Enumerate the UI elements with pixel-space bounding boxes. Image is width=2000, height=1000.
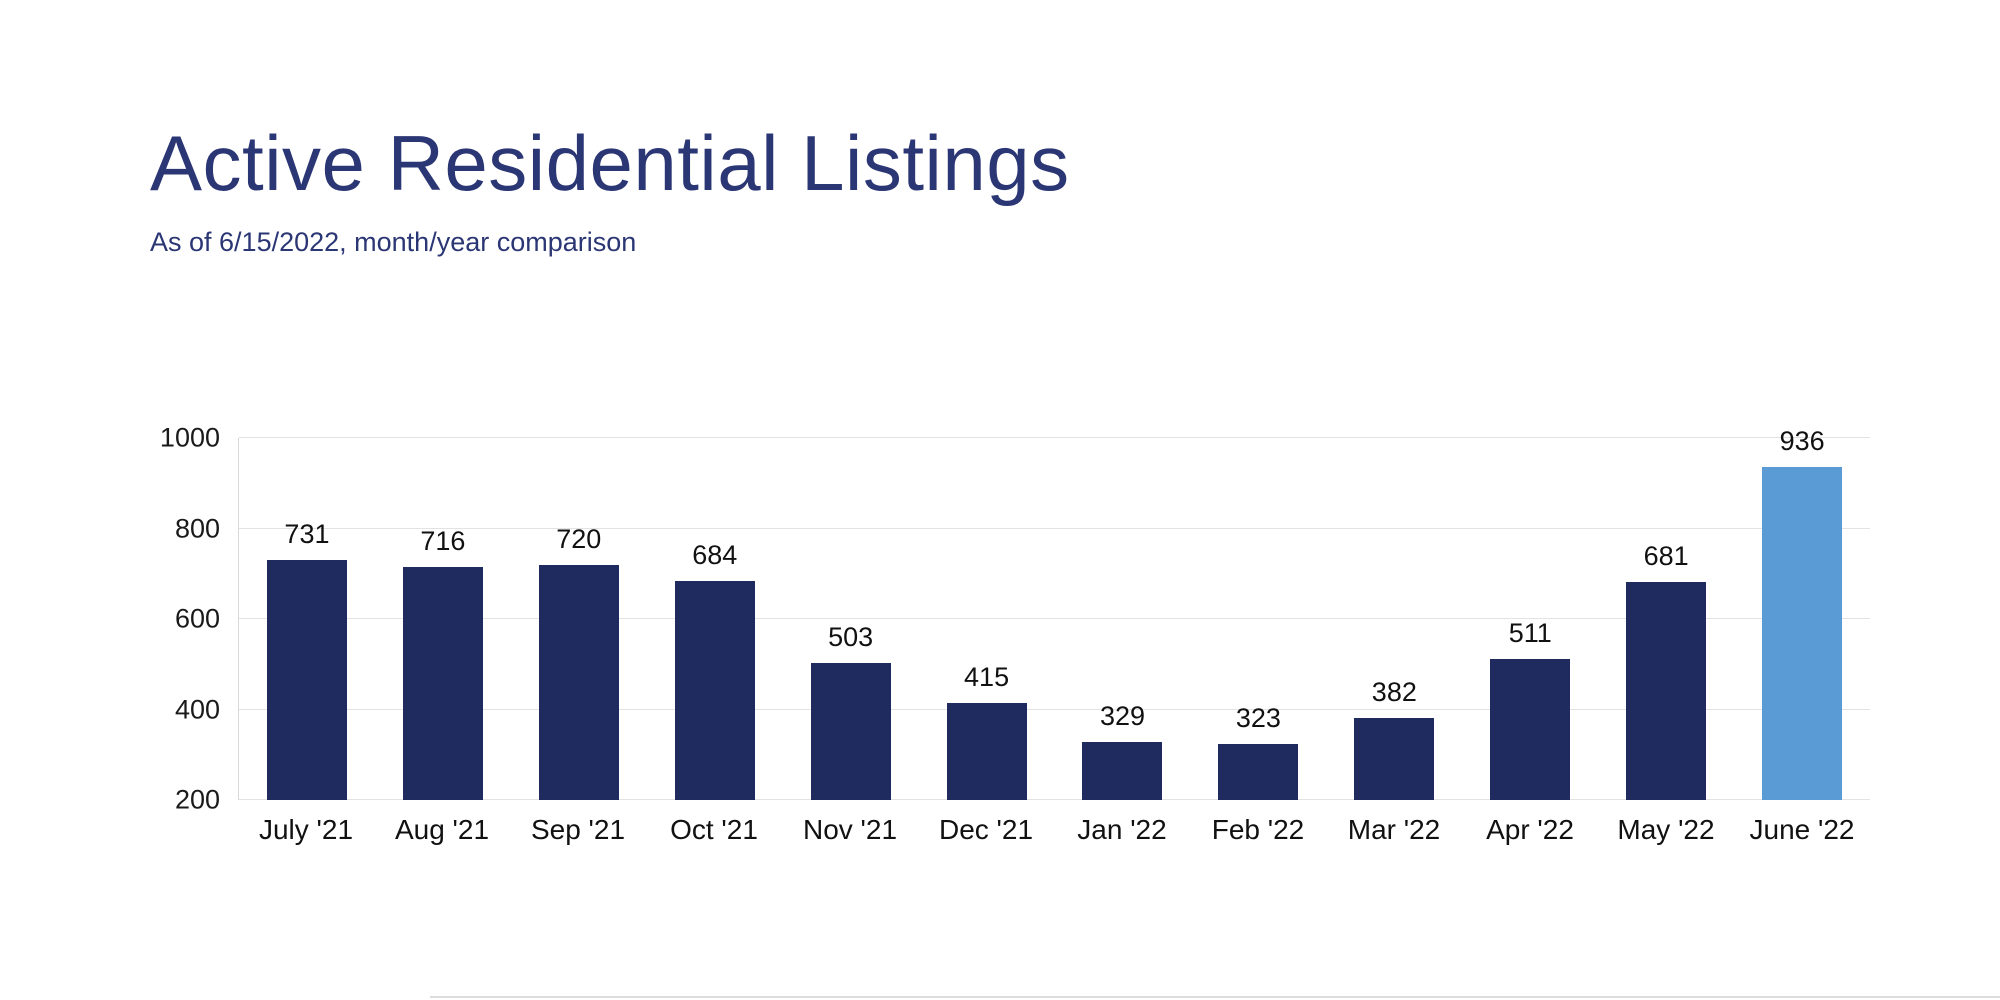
bar-value-label: 415 (964, 661, 1010, 692)
y-tick-label: 400 (174, 694, 220, 724)
x-tick-label: July '21 (258, 814, 354, 845)
bar (538, 564, 619, 800)
bar-slot: 936 (1734, 427, 1870, 800)
bar-slot: 684 (647, 438, 783, 800)
bar (810, 662, 891, 800)
bar-value-label: 731 (284, 518, 330, 549)
x-tick-label: May '22 (1617, 814, 1715, 845)
bar (1626, 582, 1707, 800)
bar-value-label: 936 (1779, 425, 1825, 456)
bar (1490, 659, 1571, 800)
bar-slot: 720 (511, 438, 647, 800)
gridline (239, 799, 1870, 800)
bar (1354, 717, 1435, 800)
bar-slot: 716 (375, 438, 511, 800)
bar-value-label: 503 (828, 621, 874, 652)
bar-slots: 731 716 720 684 503 415 329 323 382 511 681 936 (239, 427, 1870, 800)
bar (1082, 741, 1163, 800)
gridline (239, 527, 1870, 529)
page-title: Active Residential Listings (150, 119, 1070, 207)
x-tick-label: June '22 (1749, 814, 1855, 845)
bar-highlighted (1762, 466, 1843, 800)
bar-value-label: 684 (692, 540, 738, 570)
bar-slot: 503 (783, 438, 919, 800)
bar-slot: 511 (1462, 438, 1598, 800)
bar-value-label: 323 (1235, 703, 1281, 734)
x-tick-label: Apr '22 (1486, 814, 1574, 845)
x-tick-label: Sep '21 (530, 814, 626, 845)
gridline (239, 708, 1870, 710)
bar-slot: 415 (919, 438, 1055, 800)
y-tick-label: 800 (174, 513, 220, 543)
bottom-divider (430, 996, 2000, 998)
bar-value-label: 329 (1099, 700, 1146, 731)
chart-header: Active Residential Listings As of 6/15/2… (150, 118, 1070, 258)
gridline (239, 618, 1870, 619)
bar (674, 581, 755, 800)
x-tick-label: Nov '21 (802, 814, 898, 845)
x-tick-label: Oct '21 (670, 814, 758, 845)
y-tick-label: 1000 (159, 422, 220, 453)
bar-value-label: 681 (1643, 541, 1689, 572)
bar-chart: 200 400 600 800 1000 731 716 720 684 503 415 329 32… (160, 424, 1870, 846)
bar-value-label: 511 (1508, 618, 1552, 649)
bar-value-label: 716 (420, 525, 466, 556)
bar-slot: 731 (239, 438, 375, 800)
bar-value-label: 382 (1371, 676, 1417, 707)
y-tick-label: 200 (174, 784, 220, 815)
bar (402, 566, 483, 800)
x-tick-label: Aug '21 (394, 814, 490, 845)
plot-area: 731 716 720 684 503 415 329 323 382 511 681 936 (238, 427, 1870, 800)
x-tick-label: Dec '21 (938, 814, 1034, 845)
x-tick-label: Mar '22 (1347, 814, 1441, 845)
bar-slot: 329 (1055, 438, 1191, 800)
x-axis-labels: July '21 Aug '21 Sep '21 Oct '21 Nov '21 Dec … (238, 814, 1870, 846)
gridline (239, 437, 1870, 438)
x-tick-label: Feb '22 (1211, 814, 1305, 845)
bar (1218, 744, 1299, 800)
page-subtitle: As of 6/15/2022, month/year comparison (150, 227, 637, 257)
bar-slot: 681 (1598, 438, 1734, 800)
bar-slot: 323 (1190, 438, 1326, 800)
bar-slot: 382 (1326, 438, 1462, 800)
bar (266, 559, 347, 800)
y-axis: 200 400 600 800 1000 (160, 424, 230, 813)
x-tick-label: Jan '22 (1077, 814, 1167, 845)
bar-value-label: 720 (556, 523, 602, 554)
y-tick-label: 600 (174, 603, 220, 634)
bar (946, 702, 1027, 800)
